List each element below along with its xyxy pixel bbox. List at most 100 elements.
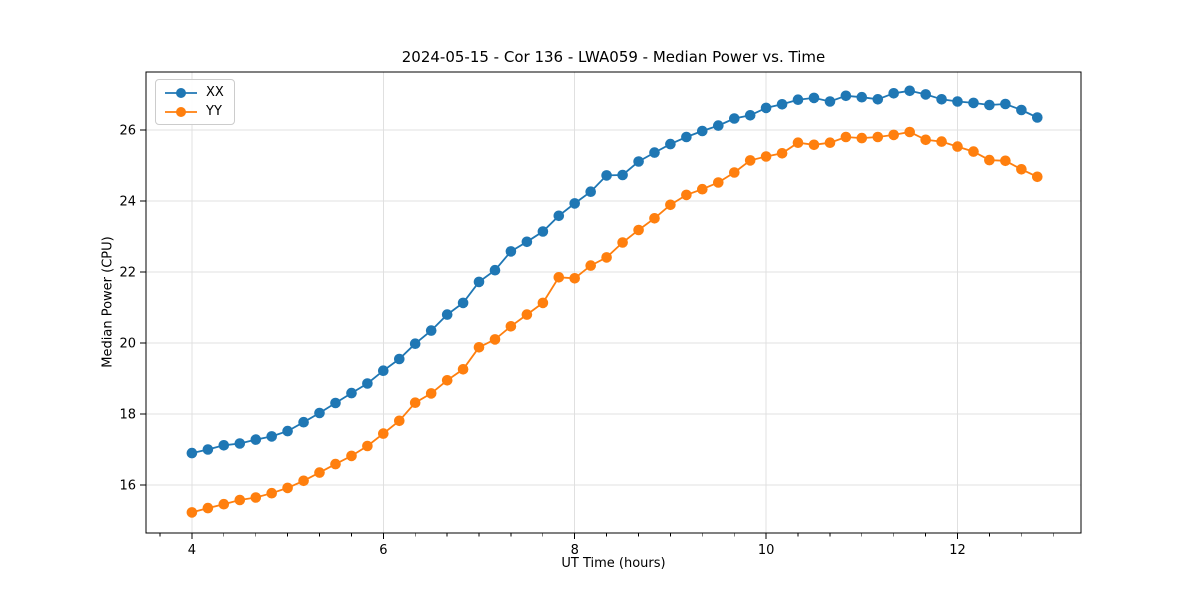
series-marker-xx [457, 297, 469, 309]
series-marker-xx [394, 353, 405, 365]
series-marker-xx [218, 440, 230, 451]
series-marker-xx [569, 198, 580, 209]
series-marker-xx [633, 156, 644, 167]
series-marker-xx [729, 113, 740, 124]
series-marker-yy [665, 199, 676, 211]
series-marker-yy [904, 126, 915, 138]
series-marker-xx [665, 138, 676, 150]
series-marker-yy [553, 272, 565, 283]
series-marker-xx [681, 131, 692, 143]
y-tick-label: 18 [119, 408, 136, 423]
axes-box [145, 71, 1082, 534]
series-marker-xx [409, 338, 421, 350]
series-marker-xx [697, 125, 708, 137]
series-marker-xx [856, 91, 868, 103]
series-marker-yy [234, 494, 246, 506]
series-marker-yy [441, 375, 453, 386]
series-marker-yy [489, 334, 501, 345]
series-marker-xx [378, 365, 389, 377]
series-marker-xx [362, 378, 373, 389]
series-marker-xx [1032, 112, 1043, 123]
series-marker-yy [617, 237, 628, 248]
series-marker-yy [936, 136, 947, 147]
series-marker-yy [681, 189, 692, 201]
series-marker-xx [186, 447, 198, 459]
series-marker-xx [473, 276, 485, 288]
series-marker-yy [202, 502, 214, 514]
series-marker-xx [824, 96, 836, 107]
series-marker-yy [729, 167, 740, 178]
x-axis-label: UT Time (hours) [561, 556, 666, 571]
series-marker-xx [601, 170, 612, 181]
series-marker-yy [537, 297, 549, 309]
series-marker-yy [872, 131, 884, 143]
legend: XX YY [155, 79, 235, 125]
series-marker-yy [330, 458, 341, 470]
series-marker-xx [441, 309, 453, 320]
y-tick-label: 24 [119, 194, 136, 209]
series-marker-yy [824, 137, 836, 148]
series-marker-yy [314, 467, 325, 478]
series-marker-xx [330, 397, 341, 409]
series-marker-yy [840, 131, 852, 143]
series-marker-yy [920, 134, 931, 146]
series-marker-yy [378, 428, 389, 439]
series-marker-yy [649, 213, 660, 224]
series-marker-yy [282, 482, 293, 494]
series-marker-yy [744, 155, 756, 166]
series-marker-xx [250, 434, 262, 445]
series-marker-yy [697, 183, 708, 195]
series-marker-yy [569, 273, 580, 284]
series-marker-yy [250, 492, 262, 503]
series-marker-yy [362, 440, 373, 452]
series-marker-xx [984, 99, 995, 111]
y-tick-label: 22 [119, 265, 136, 280]
series-marker-xx [760, 102, 772, 114]
series-marker-xx [553, 210, 565, 222]
series-marker-yy [346, 450, 357, 462]
series-marker-yy [808, 139, 820, 151]
series-marker-xx [792, 94, 804, 105]
series-marker-yy [1032, 171, 1043, 183]
series-marker-xx [537, 226, 549, 237]
series-marker-xx [840, 90, 852, 102]
x-tick-label: 10 [758, 543, 775, 558]
series-marker-xx [346, 387, 357, 399]
series-marker-xx [202, 444, 214, 455]
series-marker-xx [425, 325, 437, 336]
series-marker-xx [314, 407, 325, 419]
series-marker-yy [952, 141, 963, 152]
legend-label-xx: XX [206, 85, 224, 100]
series-marker-yy [888, 129, 899, 141]
legend-line-sample-xx [165, 87, 197, 98]
series-marker-yy [760, 151, 772, 162]
series-marker-xx [872, 94, 884, 105]
series-marker-yy [457, 364, 469, 375]
series-marker-yy [856, 132, 868, 144]
series-marker-yy [218, 498, 230, 510]
series-marker-yy [776, 148, 788, 159]
y-tick-label: 26 [119, 123, 136, 138]
series-marker-yy [1016, 164, 1027, 175]
series-marker-xx [1016, 104, 1027, 116]
series-marker-xx [744, 110, 756, 121]
x-tick-label: 6 [379, 543, 387, 558]
series-marker-xx [920, 89, 931, 100]
series-marker-xx [266, 431, 278, 442]
x-tick-label: 8 [571, 543, 579, 558]
y-tick-label: 16 [119, 479, 136, 494]
chart-title: 2024-05-15 - Cor 136 - LWA059 - Median P… [401, 48, 826, 66]
x-tick-label: 4 [188, 543, 196, 558]
legend-item-xx: XX [164, 85, 224, 100]
series-marker-yy [984, 154, 995, 166]
series-marker-xx [234, 438, 246, 449]
series-marker-yy [713, 177, 724, 188]
series-marker-xx [888, 88, 899, 99]
series-marker-xx [936, 94, 947, 105]
series-marker-yy [394, 415, 405, 427]
series-marker-yy [601, 252, 612, 263]
series-marker-xx [521, 236, 533, 248]
series-marker-yy [298, 475, 309, 487]
